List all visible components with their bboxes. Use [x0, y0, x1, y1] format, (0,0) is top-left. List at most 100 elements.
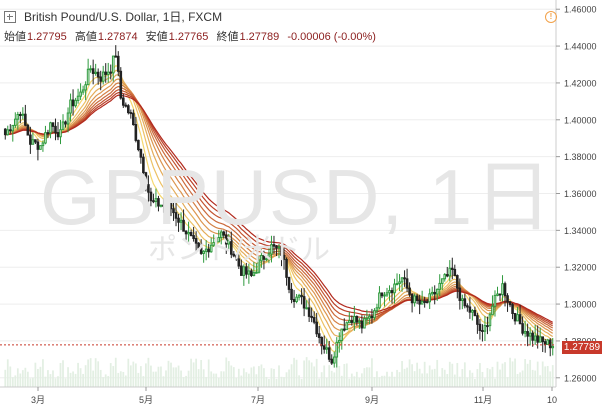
- volume-bar: [87, 359, 90, 387]
- volume-bar: [519, 372, 521, 387]
- volume-bar: [145, 363, 147, 387]
- last-price-tag: 1.27789: [562, 341, 602, 354]
- candle: [312, 311, 316, 325]
- volume-bar: [345, 363, 348, 387]
- volume-bar: [24, 367, 27, 387]
- y-tick-label: 1.40000: [564, 115, 597, 125]
- candle: [79, 83, 82, 100]
- candle: [139, 148, 143, 164]
- candle: [488, 312, 492, 332]
- volume-bar: [265, 376, 268, 387]
- candle: [393, 278, 396, 304]
- volume-bar: [418, 368, 421, 387]
- volume-bar: [531, 369, 534, 387]
- volume-bar: [330, 370, 333, 387]
- candle: [26, 123, 30, 136]
- ema-line: [5, 85, 553, 329]
- volume-bar: [59, 362, 62, 387]
- volume-bar: [406, 367, 408, 387]
- candle: [189, 229, 193, 237]
- volume-bar: [4, 369, 7, 387]
- volume-bar: [217, 377, 220, 387]
- candle: [493, 290, 497, 317]
- candle: [275, 245, 278, 257]
- volume-bar: [182, 377, 185, 387]
- volume-bar: [247, 373, 250, 387]
- candle: [132, 109, 135, 126]
- candle: [147, 175, 150, 203]
- candle: [106, 62, 110, 83]
- expand-icon[interactable]: [4, 10, 16, 23]
- candle: [157, 195, 160, 212]
- volume-bar: [526, 363, 529, 387]
- candle: [51, 122, 55, 133]
- candle: [204, 240, 208, 261]
- volume-bar: [396, 369, 398, 387]
- volume-bar: [340, 375, 343, 387]
- volume-bar: [114, 357, 117, 387]
- candle: [342, 318, 346, 332]
- candle: [528, 327, 532, 346]
- candle: [152, 193, 155, 204]
- volume-bar: [534, 370, 537, 387]
- volume-bar: [42, 359, 44, 387]
- volume-bar: [107, 376, 110, 387]
- candle: [340, 328, 344, 350]
- candle: [109, 64, 113, 80]
- volume-bar: [313, 366, 316, 387]
- volume-bar: [494, 378, 496, 387]
- candle: [365, 309, 369, 325]
- candle: [262, 250, 266, 270]
- volume-bar: [14, 375, 17, 387]
- candle: [380, 292, 384, 299]
- volume-bar: [448, 361, 451, 387]
- volume-bar: [9, 366, 12, 387]
- candle: [59, 119, 62, 145]
- volume-bar: [155, 371, 157, 387]
- volume-bar: [222, 371, 225, 387]
- candle: [280, 239, 283, 267]
- candle: [44, 125, 47, 145]
- high-value: 1.27874: [97, 31, 138, 43]
- candle: [119, 67, 123, 100]
- volume-bar: [112, 366, 115, 387]
- candle: [363, 315, 366, 329]
- candle: [486, 316, 489, 335]
- candle: [453, 264, 457, 277]
- candle: [430, 286, 434, 296]
- volume-bar: [230, 365, 233, 387]
- volume-bar: [39, 366, 42, 387]
- chart-header: British Pound/U.S. Dollar, 1日, FXCM: [4, 8, 222, 25]
- candle: [64, 120, 67, 128]
- volume-bar: [413, 371, 416, 387]
- candles: [3, 45, 555, 368]
- volume-bar: [486, 368, 489, 387]
- volume-bar: [54, 378, 57, 387]
- volume-bar: [47, 370, 49, 387]
- ema-line: [5, 91, 553, 325]
- candle: [21, 107, 25, 120]
- volume-bar: [180, 370, 182, 387]
- candle: [169, 199, 173, 217]
- y-tick-label: 1.34000: [564, 226, 597, 236]
- candle: [518, 304, 522, 325]
- candle: [41, 140, 45, 152]
- volume-bar: [305, 357, 308, 387]
- volume-bar: [79, 368, 82, 387]
- volume-bar: [368, 367, 371, 387]
- candle: [320, 336, 323, 355]
- candle: [440, 278, 444, 291]
- alert-icon[interactable]: !: [545, 11, 557, 23]
- candle: [350, 315, 354, 326]
- candle: [194, 231, 198, 254]
- candle: [501, 275, 504, 302]
- volume-bar: [338, 365, 341, 387]
- volume-bar: [433, 368, 436, 387]
- candle: [546, 338, 550, 345]
- volume-bar: [137, 372, 140, 387]
- symbol-title[interactable]: British Pound/U.S. Dollar, 1日, FXCM: [24, 10, 223, 24]
- volume-bar: [210, 371, 213, 387]
- volume-bar: [348, 378, 351, 387]
- candle: [345, 321, 349, 331]
